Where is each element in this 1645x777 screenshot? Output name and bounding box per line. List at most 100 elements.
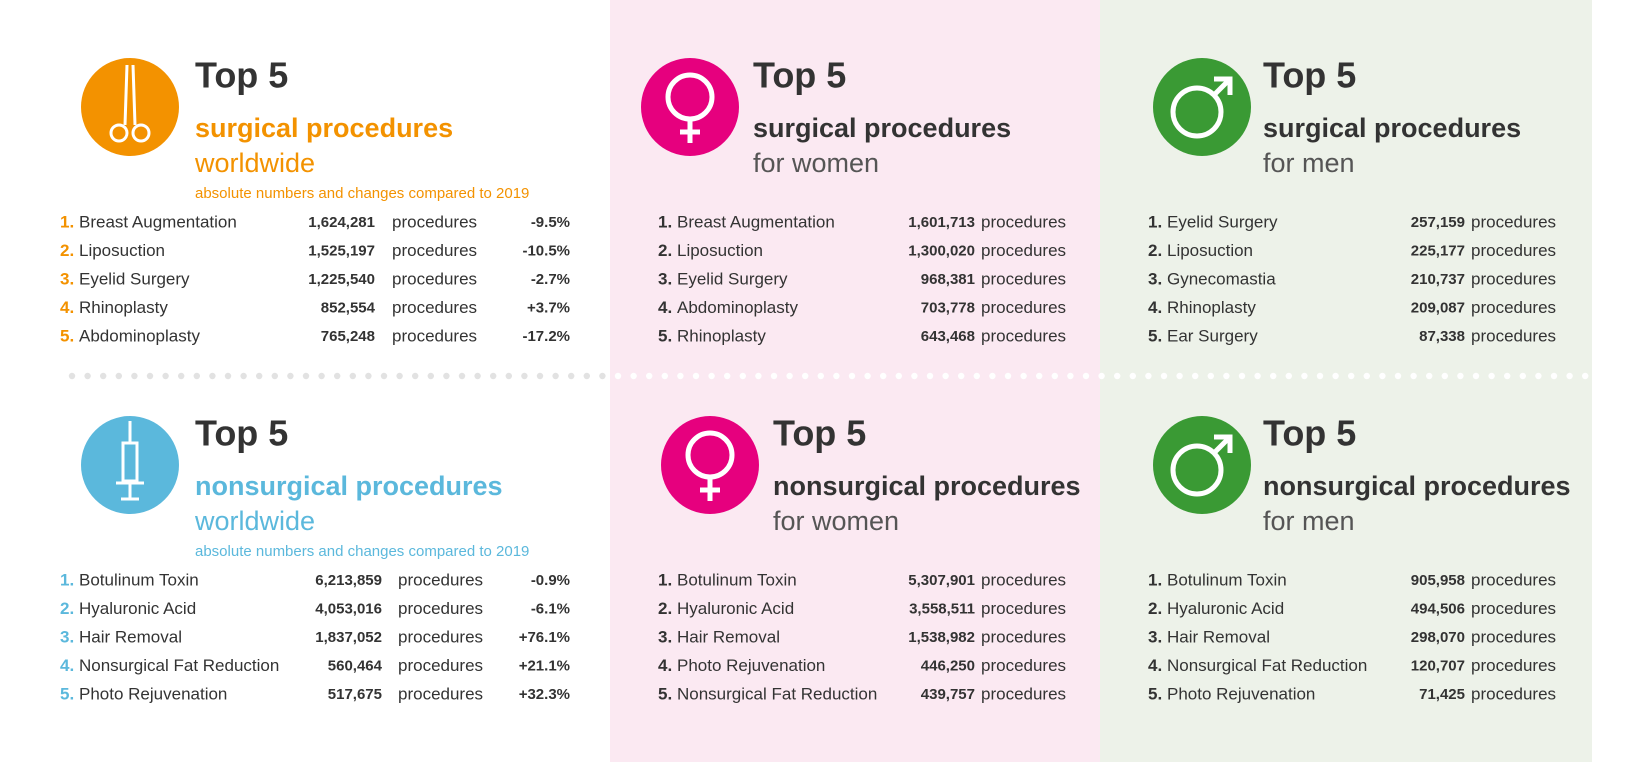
procedure-count: 643,468 [921, 328, 975, 345]
rank: 2. [658, 599, 672, 618]
procedure-count: 517,675 [328, 686, 382, 703]
divider-dot [1098, 372, 1105, 380]
divider-dot [724, 372, 731, 380]
procedure-unit: procedures [392, 326, 477, 345]
procedure-count: 765,248 [321, 328, 375, 345]
divider-dot [552, 372, 559, 380]
procedure-name: Botulinum Toxin [1167, 570, 1287, 589]
procedure-name: Eyelid Surgery [1167, 212, 1278, 231]
procedure-unit: procedures [981, 269, 1066, 288]
icon-stroke [131, 64, 137, 126]
procedure-count: 703,778 [921, 299, 975, 316]
procedure-count: 494,506 [1411, 600, 1465, 617]
divider-dot [1192, 372, 1199, 380]
procedure-unit: procedures [1471, 684, 1556, 703]
procedure-unit: procedures [398, 656, 483, 675]
procedure-name: Rhinoplasty [1167, 298, 1256, 317]
divider-dot [1410, 372, 1417, 380]
procedure-unit: procedures [981, 326, 1066, 345]
divider-dot [864, 372, 871, 380]
divider-dot [1036, 372, 1043, 380]
divider-dot [1488, 372, 1495, 380]
procedure-unit: procedures [981, 656, 1066, 675]
divider-dot [162, 372, 169, 380]
procedure-change: -0.9% [531, 572, 570, 589]
female-icon [685, 430, 735, 501]
divider-dot [209, 372, 216, 380]
procedure-count: 120,707 [1411, 657, 1465, 674]
divider-dot [1426, 372, 1433, 380]
divider-dot [599, 372, 606, 380]
rank: 2. [60, 241, 74, 260]
divider-dot [1145, 372, 1152, 380]
rank: 5. [658, 326, 672, 345]
procedure-change: +76.1% [519, 629, 570, 646]
divider-dot [755, 372, 762, 380]
panel-heading: Top 5 [195, 55, 288, 96]
panel-icon-circle [641, 58, 739, 156]
rank: 4. [1148, 298, 1162, 317]
divider-dot [1316, 372, 1324, 380]
panel-scope: for men [1263, 506, 1355, 536]
divider-dot [848, 372, 856, 380]
procedure-change: -6.1% [531, 600, 570, 617]
divider-dot [1301, 372, 1308, 380]
procedure-unit: procedures [981, 599, 1066, 618]
procedure-name: Hair Removal [1167, 627, 1270, 646]
divider-dot [614, 372, 622, 380]
divider-dot [334, 372, 341, 380]
procedure-unit: procedures [398, 599, 483, 618]
divider-dot [490, 372, 497, 380]
procedure-unit: procedures [1471, 599, 1556, 618]
procedure-count: 3,558,511 [909, 600, 975, 617]
procedure-name: Liposuction [79, 241, 165, 260]
divider-dot [224, 372, 232, 380]
procedure-name: Breast Augmentation [79, 212, 237, 231]
divider-dot [474, 372, 481, 380]
procedure-unit: procedures [981, 570, 1066, 589]
rank: 1. [60, 570, 74, 589]
icon-stroke [121, 441, 139, 483]
divider-dot [739, 372, 746, 380]
procedure-name: Eyelid Surgery [79, 269, 190, 288]
divider-dot [505, 372, 512, 380]
procedure-count: 560,464 [328, 657, 383, 674]
procedure-count: 1,525,197 [308, 242, 375, 259]
panel-note: absolute numbers and changes compared to… [195, 185, 529, 202]
procedure-unit: procedures [398, 684, 483, 703]
divider-dot [1270, 372, 1277, 380]
divider-dot [1082, 372, 1090, 380]
procedure-unit: procedures [1471, 326, 1556, 345]
divider-dot [880, 372, 887, 380]
icon-stroke [1170, 443, 1224, 497]
divider-dot [365, 372, 372, 380]
procedure-count: 1,225,540 [308, 271, 375, 288]
panel-title: surgical procedures [1263, 113, 1521, 143]
divider-dot [536, 372, 544, 380]
panel-heading: Top 5 [1263, 55, 1356, 96]
procedure-count: 1,601,713 [908, 214, 975, 231]
rank: 4. [1148, 656, 1162, 675]
rank: 3. [658, 627, 672, 646]
procedure-unit: procedures [392, 269, 477, 288]
divider-dot [1285, 372, 1293, 380]
divider-dot [1238, 372, 1246, 380]
divider-dot [1067, 372, 1074, 380]
divider-dot [443, 372, 450, 380]
procedure-count: 209,087 [1411, 299, 1465, 316]
divider-dot [708, 372, 715, 380]
procedure-unit: procedures [398, 627, 483, 646]
divider-dot [100, 372, 107, 380]
divider-dot [989, 372, 996, 380]
divider-dot [802, 372, 809, 380]
divider-dot [458, 372, 466, 380]
rank: 3. [658, 269, 672, 288]
procedure-unit: procedures [1471, 298, 1556, 317]
procedure-name: Botulinum Toxin [79, 570, 199, 589]
procedure-count: 210,737 [1411, 271, 1465, 288]
divider-dot [833, 372, 840, 380]
procedure-name: Liposuction [1167, 241, 1253, 260]
panel-icon-circle [1153, 58, 1251, 156]
procedure-name: Breast Augmentation [677, 212, 835, 231]
procedure-unit: procedures [1471, 269, 1556, 288]
